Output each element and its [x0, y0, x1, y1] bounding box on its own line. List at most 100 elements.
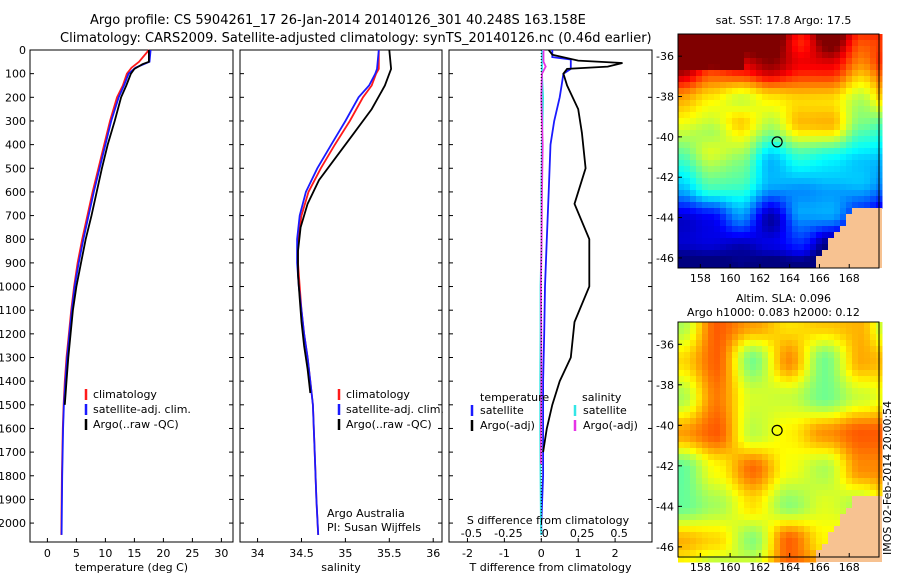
map-cell	[756, 376, 763, 383]
map-cell	[684, 196, 691, 203]
map-cell	[792, 226, 799, 233]
map-cell	[852, 418, 859, 425]
map-cell	[696, 100, 703, 107]
map-cell	[762, 364, 769, 371]
map-cell	[774, 244, 781, 251]
map-cells	[678, 322, 883, 563]
map-cell	[798, 424, 805, 431]
map-cell	[744, 220, 751, 227]
map-cell	[804, 424, 811, 431]
map-cell	[756, 520, 763, 527]
map-cell	[798, 160, 805, 167]
map-cell	[756, 502, 763, 509]
map-cell	[690, 376, 697, 383]
map-cell	[846, 88, 853, 95]
map-cell	[834, 514, 841, 521]
map-cell	[870, 334, 877, 341]
map-cell	[798, 508, 805, 515]
map-cell	[738, 220, 745, 227]
land-cell	[864, 244, 870, 250]
map-cell	[822, 76, 829, 83]
map-cell	[846, 490, 853, 497]
map-cell	[822, 46, 829, 53]
map-cell	[768, 430, 775, 437]
map-cell	[768, 334, 775, 341]
map-cell	[792, 220, 799, 227]
map-cell	[864, 136, 871, 143]
map-cell	[768, 130, 775, 137]
map-cell	[858, 334, 865, 341]
map-cell	[726, 376, 733, 383]
map-cell	[804, 514, 811, 521]
map-cell	[798, 154, 805, 161]
map-cell	[846, 82, 853, 89]
map-cell	[690, 322, 697, 329]
map-cell	[810, 352, 817, 359]
map-cell	[696, 532, 703, 539]
map-cell	[714, 484, 721, 491]
map-cell	[708, 196, 715, 203]
map-cell	[714, 358, 721, 365]
map-cell	[762, 478, 769, 485]
map-cell	[786, 460, 793, 467]
map-cell	[738, 526, 745, 533]
map-cell	[768, 244, 775, 251]
map-cell	[750, 88, 757, 95]
map-cell	[744, 526, 751, 533]
map-cell	[756, 70, 763, 77]
map-cell	[846, 196, 853, 203]
map-cell	[774, 58, 781, 65]
map-cell	[786, 256, 793, 263]
map-cell	[732, 382, 739, 389]
map-cell	[756, 112, 763, 119]
map-cell	[816, 124, 823, 131]
map-cell	[714, 34, 721, 41]
map-cell	[852, 94, 859, 101]
map-cell	[726, 502, 733, 509]
map-cell	[834, 340, 841, 347]
map-cell	[690, 148, 697, 155]
map-cell	[822, 376, 829, 383]
map-cell	[816, 466, 823, 473]
map-cell	[750, 112, 757, 119]
map-cell	[756, 244, 763, 251]
map-cell	[726, 352, 733, 359]
map-cell	[852, 64, 859, 71]
map-cell	[696, 388, 703, 395]
map-cell	[804, 52, 811, 59]
map-cell	[804, 502, 811, 509]
map-cell	[738, 454, 745, 461]
map-cell	[720, 52, 727, 59]
map-cell	[768, 64, 775, 71]
depth-tick-label: 2000	[0, 517, 26, 530]
map-cell	[834, 76, 841, 83]
map-cell	[792, 436, 799, 443]
land-cell	[846, 538, 852, 544]
map-cell	[858, 484, 865, 491]
land-cell	[828, 256, 834, 262]
map-cell	[684, 232, 691, 239]
map-cell	[762, 262, 769, 269]
map-cell	[774, 64, 781, 71]
depth-tick-label: 1100	[0, 304, 26, 317]
map-cell	[684, 322, 691, 329]
map-cell	[846, 352, 853, 359]
map-cell	[768, 172, 775, 179]
depth-tick-label: 1500	[0, 399, 26, 412]
map-cell	[744, 448, 751, 455]
map-cell	[696, 322, 703, 329]
map-cell	[834, 226, 841, 233]
map-cell	[732, 346, 739, 353]
map-cell	[822, 208, 829, 215]
map-cell	[768, 346, 775, 353]
map-cell	[774, 340, 781, 347]
map-cell	[858, 58, 865, 65]
legend-group-title: temperature	[480, 391, 549, 404]
map-cell	[726, 484, 733, 491]
land-cell	[870, 532, 876, 538]
map-cell	[774, 508, 781, 515]
map-cell	[828, 76, 835, 83]
map-cell	[774, 520, 781, 527]
map-cell	[762, 202, 769, 209]
map-cell	[858, 136, 865, 143]
